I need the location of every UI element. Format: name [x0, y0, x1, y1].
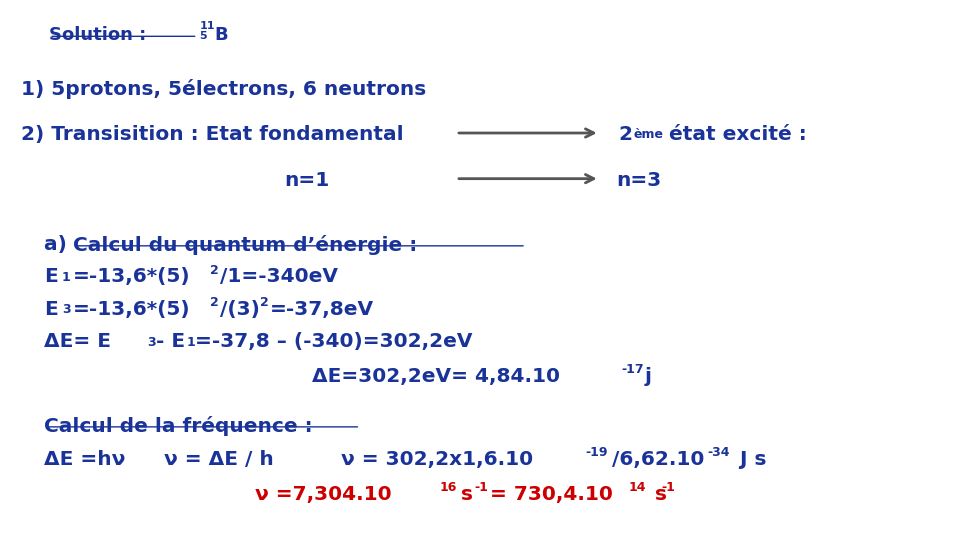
- Text: 2: 2: [210, 296, 219, 309]
- Text: Calcul de la fréquence :: Calcul de la fréquence :: [44, 416, 313, 436]
- Text: 2) Transisition : Etat fondamental: 2) Transisition : Etat fondamental: [20, 125, 403, 144]
- Text: B: B: [214, 25, 228, 44]
- Text: /6,62.10: /6,62.10: [612, 450, 705, 469]
- Text: -1: -1: [661, 481, 676, 494]
- Text: =-37,8eV: =-37,8eV: [270, 300, 373, 319]
- Text: ν = 302,2x1,6.10: ν = 302,2x1,6.10: [341, 450, 534, 469]
- Text: 14: 14: [629, 481, 646, 494]
- Text: =-13,6*(5): =-13,6*(5): [73, 300, 191, 319]
- Text: -1: -1: [474, 481, 488, 494]
- Text: ème: ème: [634, 127, 663, 140]
- Text: ΔE =hν: ΔE =hν: [44, 450, 126, 469]
- Text: -34: -34: [708, 446, 731, 459]
- Text: J s: J s: [732, 450, 766, 469]
- Text: ν =7,304.10: ν =7,304.10: [255, 485, 392, 504]
- Text: Calcul du quantum d’énergie :: Calcul du quantum d’énergie :: [73, 235, 418, 255]
- Text: 2: 2: [210, 264, 219, 277]
- Text: - E: - E: [156, 332, 185, 351]
- Text: E: E: [44, 300, 59, 319]
- Text: Solution :: Solution :: [49, 25, 147, 44]
- Text: a): a): [44, 235, 74, 254]
- Text: 3: 3: [147, 335, 156, 348]
- Text: /1=-340eV: /1=-340eV: [220, 267, 338, 286]
- Text: 1: 1: [61, 271, 70, 284]
- Text: 2: 2: [260, 296, 269, 309]
- Text: -17: -17: [622, 363, 644, 376]
- Text: ΔE= E: ΔE= E: [44, 332, 111, 351]
- Text: s: s: [648, 485, 667, 504]
- Text: 11: 11: [200, 21, 215, 31]
- Text: ν = ΔE / h: ν = ΔE / h: [164, 450, 274, 469]
- Text: j: j: [645, 367, 652, 386]
- Text: 16: 16: [440, 481, 457, 494]
- Text: n=3: n=3: [616, 171, 661, 190]
- Text: = 730,4.10: = 730,4.10: [490, 485, 612, 504]
- Text: 5: 5: [200, 31, 207, 41]
- Text: 1: 1: [186, 335, 195, 348]
- Text: ΔE=302,2eV= 4,84.10: ΔE=302,2eV= 4,84.10: [313, 367, 561, 386]
- Text: =-37,8 – (-340)=302,2eV: =-37,8 – (-340)=302,2eV: [195, 332, 472, 351]
- Text: =-13,6*(5): =-13,6*(5): [73, 267, 191, 286]
- Text: E: E: [44, 267, 59, 286]
- Text: -19: -19: [586, 446, 608, 459]
- Text: 3: 3: [61, 303, 70, 316]
- Text: s: s: [461, 485, 473, 504]
- Text: 2: 2: [619, 125, 633, 144]
- Text: 1) 5protons, 5électrons, 6 neutrons: 1) 5protons, 5électrons, 6 neutrons: [20, 79, 426, 99]
- Text: /(3): /(3): [220, 300, 259, 319]
- Text: état excité :: état excité :: [661, 125, 806, 144]
- Text: n=1: n=1: [284, 171, 329, 190]
